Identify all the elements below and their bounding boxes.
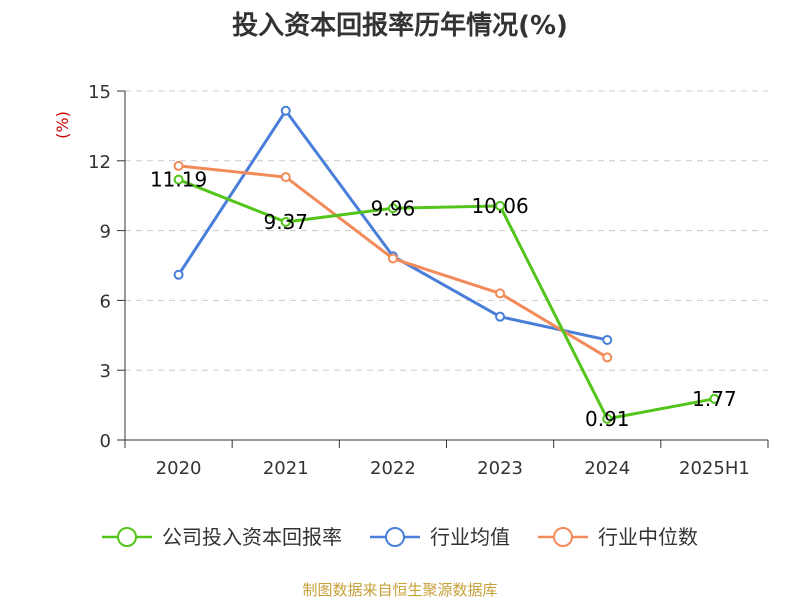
data-source-note: 制图数据来自恒生聚源数据库 xyxy=(302,581,497,599)
y-tick-label: 3 xyxy=(100,361,111,382)
data-label: 1.77 xyxy=(692,387,737,411)
data-point[interactable] xyxy=(173,174,184,185)
chart-title: 投入资本回报率历年情况(%) xyxy=(232,10,568,41)
data-point[interactable] xyxy=(495,288,506,299)
legend-item[interactable]: 行业中位数 xyxy=(538,525,698,549)
y-tick-label: 12 xyxy=(88,152,111,173)
data-point[interactable] xyxy=(495,200,506,211)
data-point[interactable] xyxy=(602,413,613,424)
legend-circle-icon xyxy=(553,527,573,547)
data-label: 10.06 xyxy=(471,194,528,218)
y-axis-unit: (%) xyxy=(53,111,72,139)
data-point[interactable] xyxy=(602,352,613,363)
data-point[interactable] xyxy=(709,393,720,404)
data-point[interactable] xyxy=(495,311,506,322)
legend-circle-icon xyxy=(117,527,137,547)
data-label: 9.96 xyxy=(371,196,416,220)
legend-circle-icon xyxy=(385,527,405,547)
y-tick-label: 15 xyxy=(88,82,111,103)
data-point[interactable] xyxy=(173,160,184,171)
legend-item[interactable]: 行业均值 xyxy=(370,525,510,549)
data-point[interactable] xyxy=(280,172,291,183)
x-tick-label: 2022 xyxy=(370,458,416,479)
data-label: 0.91 xyxy=(585,407,630,431)
grid-lines xyxy=(125,90,768,371)
data-point[interactable] xyxy=(602,334,613,345)
legend-item[interactable]: 公司投入资本回报率 xyxy=(102,525,342,549)
axes: 0 3 6 9 12 15 2020 2021 2022 2023 2024 2025H1 xyxy=(88,82,769,479)
series-lines xyxy=(173,105,720,424)
x-tick-label: 2025H1 xyxy=(679,458,750,479)
data-labels: 11.19 9.37 9.96 10.06 0.91 1.77 xyxy=(150,168,737,431)
x-tick-label: 2020 xyxy=(156,458,202,479)
data-point[interactable] xyxy=(387,203,398,214)
legend-label: 行业中位数 xyxy=(598,525,698,549)
data-point[interactable] xyxy=(387,253,398,264)
series-line xyxy=(177,109,608,342)
data-label: 9.37 xyxy=(263,210,308,234)
legend-label: 行业均值 xyxy=(430,525,510,549)
data-point[interactable] xyxy=(280,216,291,227)
data-label: 11.19 xyxy=(150,168,207,192)
data-point[interactable] xyxy=(173,269,184,280)
x-tick-label: 2023 xyxy=(477,458,523,479)
series-line xyxy=(178,178,715,421)
x-tick-label: 2021 xyxy=(263,458,309,479)
data-point[interactable] xyxy=(280,105,291,116)
y-tick-label: 6 xyxy=(100,291,111,312)
legend[interactable]: 公司投入资本回报率 行业均值 行业中位数 xyxy=(102,525,698,549)
x-tick-label: 2024 xyxy=(584,458,630,479)
y-tick-label: 0 xyxy=(100,431,111,452)
legend-label: 公司投入资本回报率 xyxy=(162,525,342,549)
y-tick-label: 9 xyxy=(100,222,111,243)
